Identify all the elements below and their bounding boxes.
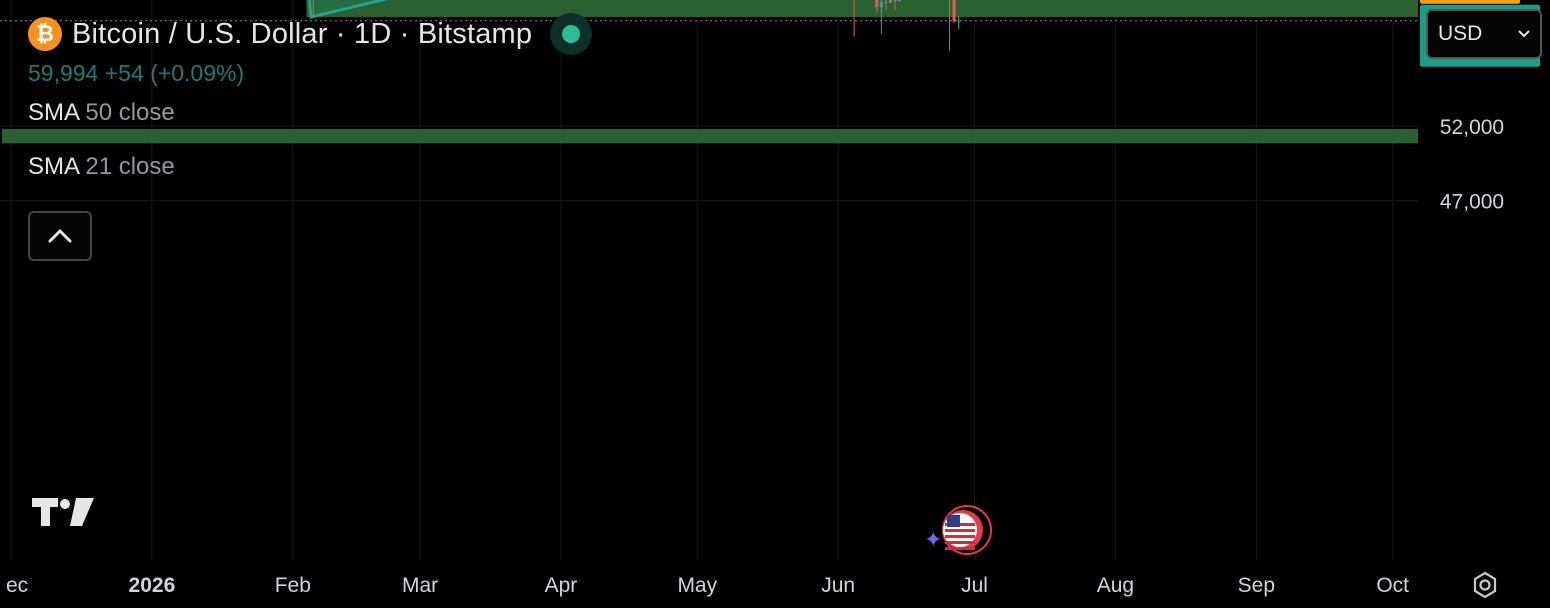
- indicator-name: SMA: [28, 153, 79, 180]
- tradingview-logo-icon[interactable]: [32, 496, 96, 528]
- support-zone: [306, 0, 1418, 17]
- indicator-sma-21[interactable]: SMA 21 close: [28, 153, 592, 181]
- x-tick-label: Aug: [1097, 574, 1134, 597]
- y-tick-label: 52,000: [1440, 116, 1504, 139]
- x-tick-label: Jun: [821, 574, 855, 597]
- sma-21-price-label: 62,899: [1420, 0, 1520, 4]
- chart-legend: ₿ Bitcoin / U.S. Dollar · 1D · Bitstamp …: [28, 13, 593, 181]
- x-tick-label: Jul: [961, 574, 988, 597]
- indicator-name: SMA: [28, 99, 79, 126]
- live-status-icon: [550, 13, 593, 55]
- x-tick-label: Apr: [545, 574, 578, 597]
- y-tick-label: 47,000: [1440, 191, 1504, 214]
- currency-value: USD: [1438, 22, 1483, 45]
- us-flag-event-icon: ✦: [924, 505, 992, 555]
- symbol-title[interactable]: Bitcoin / U.S. Dollar · 1D · Bitstamp: [72, 17, 533, 50]
- indicator-sma-50[interactable]: SMA 50 close: [28, 99, 592, 127]
- chevron-down-icon: [1518, 30, 1530, 38]
- candle-body: [888, 0, 893, 4]
- candle-body: [884, 1, 888, 4]
- support-zone: [1, 128, 1418, 144]
- settings-icon[interactable]: [1470, 570, 1500, 600]
- candle-body: [893, 0, 897, 2]
- x-tick-label: Sep: [1238, 574, 1275, 597]
- indicator-params: 21 close: [85, 153, 175, 180]
- x-tick-label: 2026: [129, 574, 176, 597]
- triangle-pattern: [307, 0, 389, 19]
- bitcoin-icon: ₿: [28, 17, 62, 51]
- candle-body: [897, 0, 902, 2]
- price-change: 59,994 +54 (+0.09%): [28, 60, 245, 86]
- candle-body: [952, 0, 956, 22]
- indicator-params: 50 close: [85, 99, 175, 126]
- currency-selector[interactable]: USD: [1426, 9, 1542, 59]
- x-tick-label: Oct: [1376, 574, 1409, 597]
- x-tick-label: May: [677, 574, 717, 597]
- svg-text:✦: ✦: [924, 527, 942, 552]
- x-tick-label: ec: [6, 574, 28, 597]
- candle-body: [875, 0, 879, 8]
- x-tick-label: Mar: [402, 574, 438, 597]
- collapse-legend-button[interactable]: [28, 211, 92, 261]
- x-tick-label: Feb: [275, 574, 311, 597]
- chevron-up-icon: [48, 229, 72, 243]
